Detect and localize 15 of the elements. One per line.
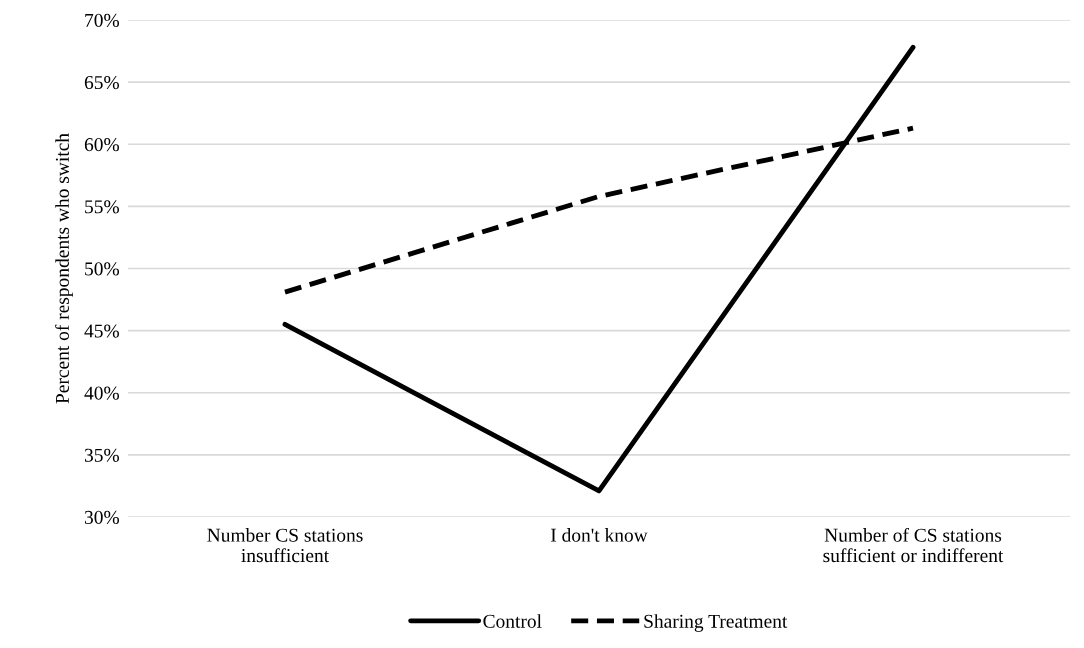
x-tick-label: Number of CS stations sufficient or indifferent: [823, 527, 1004, 563]
y-tick-label: 40%: [84, 386, 119, 400]
y-tick-label: 55%: [85, 200, 119, 214]
y-tick-label: 70%: [85, 13, 119, 27]
y-tick-label: 45%: [84, 324, 119, 338]
legend-label: Control: [483, 614, 542, 628]
y-tick-label: 30%: [84, 510, 119, 524]
y-tick-label: 60%: [84, 138, 119, 152]
y-tick-label: 65%: [84, 75, 119, 90]
y-tick-label: 50%: [85, 262, 119, 276]
legend-label: Sharing Treatment: [644, 614, 788, 632]
y-axis-title: Percent of respondents who switch: [55, 133, 73, 404]
x-tick-label: Number CS stations insufficient: [207, 528, 363, 563]
x-tick-label: I don't know: [550, 528, 648, 542]
y-tick-label: 35%: [84, 448, 119, 462]
